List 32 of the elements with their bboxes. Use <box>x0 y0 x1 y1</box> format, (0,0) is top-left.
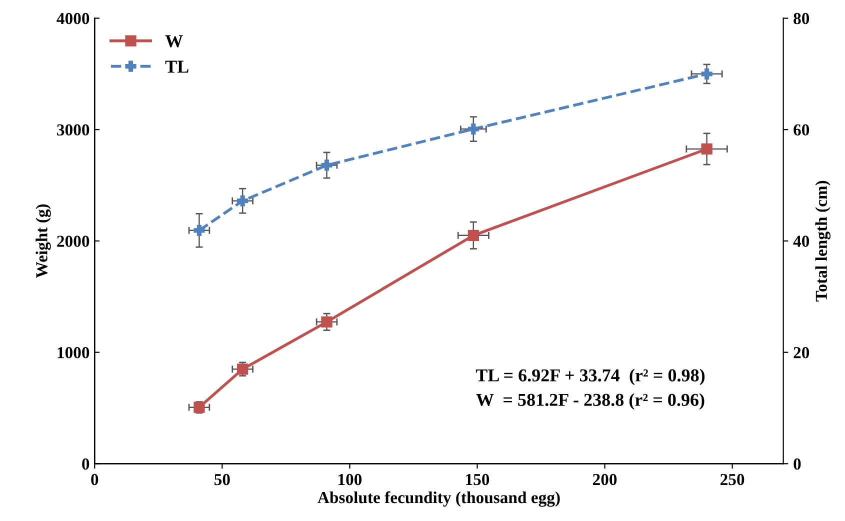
y2-tick-label: 20 <box>794 347 810 358</box>
x-tick-label: 0 <box>91 474 98 486</box>
point <box>468 123 479 135</box>
point <box>701 143 712 155</box>
y2-tick-label: 80 <box>794 12 810 24</box>
point <box>468 230 479 241</box>
point <box>237 195 248 206</box>
y2-tick-label: 0 <box>794 458 801 470</box>
x-tick-label: 250 <box>720 474 744 486</box>
x-tick-label: 150 <box>466 474 490 486</box>
y2-tick-label: 60 <box>794 124 810 136</box>
annotation: TL = 6.92F + 33.74 (r² = 0.98) <box>476 368 705 386</box>
y2-tick-label: 40 <box>793 236 810 247</box>
point <box>194 224 205 236</box>
y-axis-title: Weight (g) <box>36 204 51 278</box>
y-tick-label: 3000 <box>57 124 90 136</box>
legend-label: W <box>165 35 183 48</box>
annotation: W = 581.2F - 238.8 (r² = 0.96) <box>476 393 704 410</box>
x-tick-label: 100 <box>338 474 362 486</box>
point <box>701 68 712 80</box>
point <box>237 364 248 375</box>
y-tick-label: 1000 <box>58 347 90 358</box>
y-tick-label: 4000 <box>56 12 90 24</box>
x-axis-title: Absolute fecundity (thousand egg) <box>318 491 560 507</box>
legend-label: TL <box>165 60 188 73</box>
point <box>321 316 332 328</box>
y-tick-label: 2000 <box>57 236 90 247</box>
x-tick-label: 50 <box>214 474 230 486</box>
y2-axis-title: Total length (cm) <box>815 180 831 302</box>
x-tick-label: 200 <box>592 474 617 486</box>
point <box>321 160 332 171</box>
y-tick-label: 0 <box>82 458 90 470</box>
